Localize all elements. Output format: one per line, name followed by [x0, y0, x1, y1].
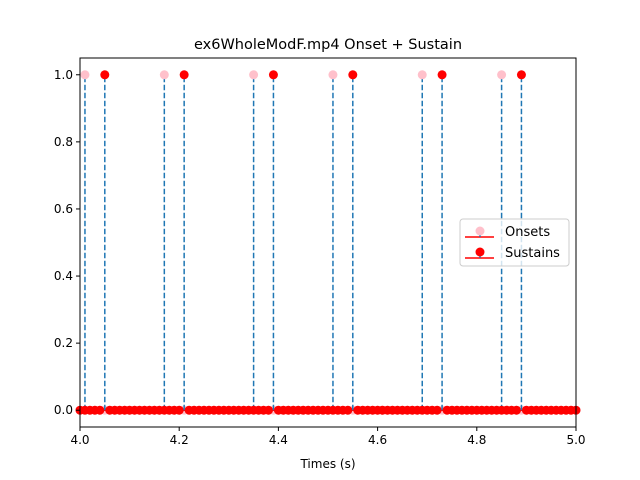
y-tick-label: 0.0 [54, 403, 73, 417]
data-point [343, 405, 353, 415]
legend-entry-sustains: Sustains [465, 246, 560, 261]
data-point [100, 70, 110, 80]
data-point [268, 70, 278, 80]
chart-title: ex6WholeModF.mp4 Onset + Sustain [194, 37, 462, 53]
legend-sustains-marker [475, 247, 485, 257]
plot-area [75, 70, 581, 415]
legend-box [459, 218, 570, 267]
x-tick-label: 5.0 [566, 433, 585, 447]
x-tick-label: 4.4 [269, 433, 288, 447]
x-tick-label: 4.2 [170, 433, 189, 447]
data-point [179, 70, 189, 80]
data-point [497, 70, 507, 80]
data-point [511, 405, 521, 415]
y-axis: 0.0 0.2 0.4 0.6 0.8 1.0 [54, 68, 80, 417]
legend: Onsets Sustains [459, 218, 570, 267]
data-point [328, 70, 338, 80]
data-point [263, 405, 273, 415]
y-tick-label: 1.0 [54, 68, 73, 82]
data-point [437, 70, 447, 80]
x-axis: 4.0 4.2 4.4 4.6 4.8 5.0 [70, 427, 586, 447]
y-tick-label: 0.4 [54, 269, 73, 283]
data-point [516, 70, 526, 80]
x-tick-label: 4.0 [70, 433, 89, 447]
data-point [174, 405, 184, 415]
data-point [432, 405, 442, 415]
y-tick-label: 0.8 [54, 135, 73, 149]
legend-entry-onsets: Onsets [465, 225, 550, 240]
data-point [95, 405, 105, 415]
data-point [348, 70, 358, 80]
x-tick-label: 4.6 [368, 433, 387, 447]
y-tick-label: 0.2 [54, 336, 73, 350]
data-point [159, 70, 169, 80]
y-tick-label: 0.6 [54, 202, 73, 216]
data-point [417, 70, 427, 80]
data-point [80, 70, 90, 80]
legend-onsets-marker [475, 226, 485, 236]
x-tick-label: 4.8 [467, 433, 486, 447]
legend-sustains-label: Sustains [505, 246, 560, 261]
axes-frame [79, 57, 577, 428]
data-point [249, 70, 259, 80]
legend-onsets-label: Onsets [505, 225, 550, 240]
series-sustains [75, 70, 581, 415]
x-axis-label: Times (s) [299, 457, 355, 471]
